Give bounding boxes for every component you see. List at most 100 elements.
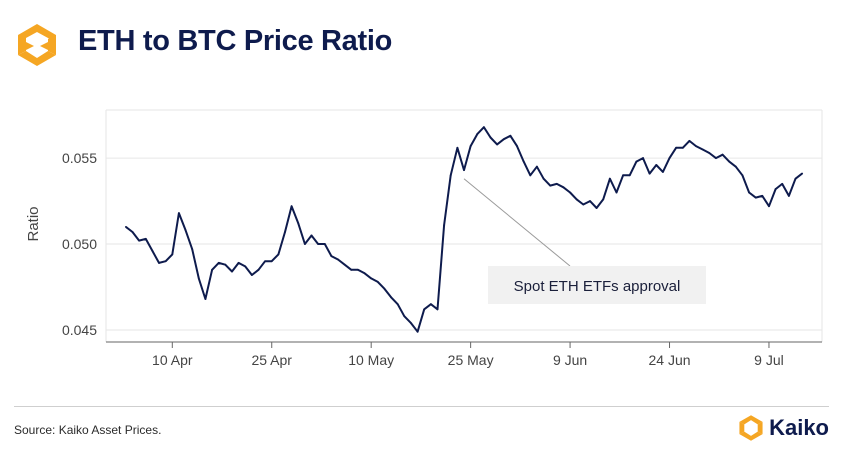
data-point [416, 330, 419, 333]
y-tick-label: 0.050 [62, 236, 97, 252]
data-point [138, 239, 141, 242]
data-point [191, 248, 194, 251]
data-point [555, 182, 558, 185]
data-point [284, 231, 286, 233]
data-point [516, 145, 518, 147]
data-point [787, 195, 790, 197]
data-point [695, 145, 697, 147]
data-point [668, 157, 671, 160]
data-point [350, 268, 353, 271]
data-point [728, 160, 731, 163]
data-point [323, 243, 326, 245]
data-point [264, 260, 267, 263]
data-point [688, 140, 691, 142]
y-tick-label: 0.055 [62, 150, 97, 166]
data-point [715, 157, 717, 160]
y-axis-label: Ratio [25, 206, 42, 241]
annotation-label: Spot ETH ETFs approval [514, 278, 681, 295]
x-tick-label: 9 Jun [553, 352, 587, 368]
footer-brand: Kaiko [737, 414, 829, 442]
data-point [290, 205, 293, 208]
data-point [144, 237, 147, 240]
y-tick-label: 0.045 [62, 322, 97, 338]
data-point [131, 231, 134, 233]
data-point [522, 160, 525, 163]
data-point [661, 170, 664, 173]
data-point [549, 184, 552, 187]
data-point [317, 243, 320, 245]
data-point [642, 157, 644, 160]
data-point [628, 174, 631, 177]
data-point [330, 255, 333, 257]
data-point [602, 198, 605, 201]
data-point [701, 148, 704, 151]
data-point [622, 174, 625, 177]
data-point [337, 258, 339, 261]
data-point [303, 243, 306, 245]
data-point [310, 234, 313, 237]
data-point [456, 146, 459, 149]
grid-lines [105, 109, 823, 342]
data-point [449, 174, 452, 177]
axes: 0.045 0.050 0.055 10 Apr 25 Apr 10 May 25 May 9… [62, 150, 822, 368]
data-point [436, 308, 439, 311]
data-point [496, 143, 499, 146]
x-tick-label: 24 Jun [648, 352, 690, 368]
data-point [529, 174, 532, 177]
data-point [124, 225, 127, 228]
data-point [734, 165, 737, 168]
data-point [536, 165, 538, 168]
data-point [681, 146, 684, 149]
x-tick-label: 10 May [348, 352, 394, 368]
data-point [376, 280, 379, 283]
data-point [184, 229, 187, 232]
data-point [390, 296, 392, 299]
data-point [754, 196, 757, 199]
data-point [443, 224, 446, 227]
data-point [383, 287, 386, 290]
data-point [423, 308, 426, 311]
data-point [158, 262, 160, 264]
data-point [343, 263, 346, 266]
data-point [489, 136, 492, 139]
data-point [502, 138, 505, 141]
x-tick-label: 25 Apr [251, 352, 292, 368]
source-note: Source: Kaiko Asset Prices. [14, 423, 162, 437]
kaiko-logo-icon [18, 24, 56, 66]
data-point [410, 322, 412, 324]
data-point [761, 195, 764, 197]
footer-divider [14, 406, 829, 407]
data-point [608, 177, 611, 180]
annotation-leader-line [463, 178, 571, 267]
annotation-box [488, 266, 706, 304]
data-point [741, 174, 744, 177]
data-point [363, 272, 366, 275]
data-point [204, 298, 207, 300]
data-point [396, 303, 399, 306]
data-point [794, 177, 797, 180]
series-layer [124, 126, 804, 333]
data-point [589, 200, 591, 202]
data-point [476, 133, 479, 135]
data-point [675, 146, 678, 149]
data-point [768, 205, 770, 208]
data-point [257, 268, 260, 271]
data-point [211, 268, 213, 271]
data-point [224, 263, 227, 266]
data-point [151, 250, 154, 252]
data-point [244, 265, 247, 268]
data-point [463, 169, 465, 172]
data-point [774, 188, 777, 190]
data-point [178, 212, 180, 215]
data-point [569, 191, 571, 194]
data-point [595, 207, 598, 209]
data-point [250, 274, 253, 276]
data-point [164, 260, 167, 263]
data-point [655, 164, 658, 166]
data-point [562, 186, 565, 189]
data-point [403, 315, 406, 318]
data-point [469, 145, 472, 147]
data-point [217, 262, 220, 264]
data-point [509, 134, 512, 137]
data-point [231, 270, 233, 273]
